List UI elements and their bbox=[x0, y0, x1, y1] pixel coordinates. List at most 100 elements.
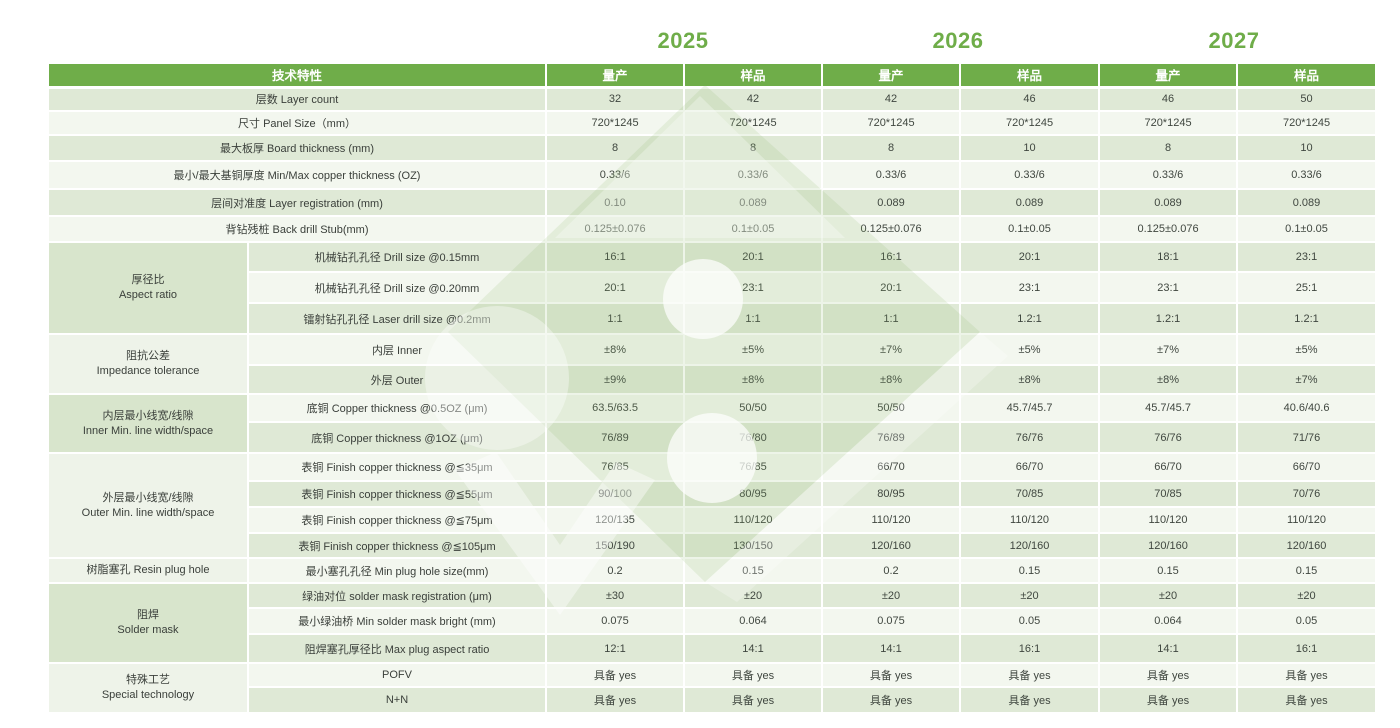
value-cell: 0.05 bbox=[959, 607, 1101, 635]
value-cell: 1.2:1 bbox=[1236, 302, 1378, 335]
value-cell: 0.075 bbox=[545, 607, 686, 635]
value-cell: 0.089 bbox=[683, 188, 824, 217]
table-row: 厚径比 Aspect ratio 机械钻孔孔径 Drill size @0.15mm… bbox=[47, 241, 1378, 335]
value-cell: 0.33/6 bbox=[683, 160, 824, 190]
row-label: 底铜 Copper thickness @1OZ (μm) bbox=[246, 421, 548, 454]
col-header-2026-sample: 样品 bbox=[959, 62, 1101, 89]
value-cell: 具备 yes bbox=[821, 662, 962, 688]
value-cell: 76/89 bbox=[545, 421, 686, 454]
value-cell: 0.15 bbox=[1236, 557, 1378, 584]
row-label: 尺寸 Panel Size（mm） bbox=[46, 110, 548, 136]
value-cell: ±8% bbox=[545, 333, 686, 366]
value-cell: 具备 yes bbox=[959, 662, 1101, 688]
value-cell: ±5% bbox=[683, 333, 824, 366]
value-cell: 0.10 bbox=[545, 188, 686, 217]
value-cell: 0.089 bbox=[959, 188, 1101, 217]
table-row: 机械钻孔孔径 Drill size @0.20mm 20:1 23:1 20:1 23:… bbox=[48, 271, 1378, 304]
value-cell: 0.1±0.05 bbox=[959, 215, 1101, 243]
value-cell: 76/89 bbox=[821, 421, 962, 454]
value-cell: 20:1 bbox=[683, 241, 824, 273]
value-cell: ±8% bbox=[821, 364, 962, 395]
col-header-2025-sample: 样品 bbox=[683, 62, 824, 89]
spec-table: 技术特性 量产 样品 量产 样品 量产 样品 层数 Layer count 32 4… bbox=[46, 62, 1378, 714]
value-cell: 150/190 bbox=[545, 532, 686, 559]
value-cell: 32 bbox=[545, 86, 686, 112]
value-cell: 1:1 bbox=[683, 302, 824, 335]
table-row: N+N 具备 yes 具备 yes 具备 yes 具备 yes 具备 yes 具备 yes bbox=[48, 686, 1378, 714]
value-cell: 1.2:1 bbox=[959, 302, 1101, 335]
row-label: 镭射钻孔孔径 Laser drill size @0.2mm bbox=[246, 302, 548, 335]
table-row: 外层 Outer ±9% ±8% ±8% ±8% ±8% ±7% bbox=[48, 364, 1378, 395]
value-cell: 16:1 bbox=[959, 633, 1101, 664]
table-row: 最小/最大基铜厚度 Min/Max copper thickness (OZ) 0… bbox=[46, 160, 1378, 190]
value-cell: ±7% bbox=[821, 333, 962, 366]
value-cell: ±20 bbox=[1098, 582, 1239, 609]
value-cell: 23:1 bbox=[1236, 241, 1378, 273]
value-cell: 0.15 bbox=[1098, 557, 1239, 584]
value-cell: 16:1 bbox=[821, 241, 962, 273]
table-row: 层数 Layer count 32 42 42 46 46 50 bbox=[46, 86, 1378, 112]
value-cell: 720*1245 bbox=[1098, 110, 1239, 136]
row-label: 表铜 Finish copper thickness @≦105μm bbox=[246, 532, 548, 559]
value-cell: 120/160 bbox=[1098, 532, 1239, 559]
value-cell: 50/50 bbox=[821, 393, 962, 423]
value-cell: 14:1 bbox=[821, 633, 962, 664]
value-cell: 具备 yes bbox=[683, 686, 824, 714]
group-label: 阻焊 Solder mask bbox=[47, 582, 249, 664]
spec-table-body: 层数 Layer count 32 42 42 46 46 50 尺寸 Panel Size（… bbox=[46, 86, 1378, 714]
value-cell: 76/76 bbox=[1098, 421, 1239, 454]
row-label: 层数 Layer count bbox=[46, 86, 548, 112]
table-row: 表铜 Finish copper thickness @≦105μm 150/19… bbox=[48, 532, 1378, 559]
value-cell: 70/76 bbox=[1236, 480, 1378, 508]
value-cell: 25:1 bbox=[1236, 271, 1378, 304]
value-cell: 0.089 bbox=[1098, 188, 1239, 217]
value-cell: 76/80 bbox=[683, 421, 824, 454]
value-cell: 720*1245 bbox=[821, 110, 962, 136]
value-cell: 0.1±0.05 bbox=[1236, 215, 1378, 243]
value-cell: 76/85 bbox=[683, 452, 824, 482]
row-label: 机械钻孔孔径 Drill size @0.15mm bbox=[246, 241, 548, 273]
value-cell: 23:1 bbox=[1098, 271, 1239, 304]
value-cell: 120/160 bbox=[821, 532, 962, 559]
table-row: 表铜 Finish copper thickness @≦55μm 90/100 8… bbox=[48, 480, 1378, 508]
value-cell: 76/76 bbox=[959, 421, 1101, 454]
value-cell: 具备 yes bbox=[1098, 686, 1239, 714]
value-cell: 20:1 bbox=[959, 241, 1101, 273]
value-cell: ±7% bbox=[1098, 333, 1239, 366]
row-label: 最小绿油桥 Min solder mask bright (mm) bbox=[246, 607, 548, 635]
year-header-2025: 2025 bbox=[657, 28, 709, 53]
value-cell: 16:1 bbox=[1236, 633, 1378, 664]
group-label: 外层最小线宽/线隙 Outer Min. line width/space bbox=[47, 452, 249, 559]
value-cell: 80/95 bbox=[683, 480, 824, 508]
value-cell: ±20 bbox=[821, 582, 962, 609]
value-cell: 110/120 bbox=[1098, 506, 1239, 534]
value-cell: 10 bbox=[959, 134, 1101, 162]
value-cell: 0.1±0.05 bbox=[683, 215, 824, 243]
group-label: 内层最小线宽/线隙 Inner Min. line width/space bbox=[47, 393, 249, 454]
row-label: 绿油对位 solder mask registration (μm) bbox=[246, 582, 548, 609]
value-cell: 0.125±0.076 bbox=[821, 215, 962, 243]
value-cell: ±5% bbox=[959, 333, 1101, 366]
value-cell: 110/120 bbox=[821, 506, 962, 534]
value-cell: 0.15 bbox=[959, 557, 1101, 584]
group-label: 阻抗公差 Impedance tolerance bbox=[47, 333, 249, 395]
value-cell: 0.15 bbox=[683, 557, 824, 584]
value-cell: 8 bbox=[1098, 134, 1239, 162]
value-cell: 0.075 bbox=[821, 607, 962, 635]
row-label: 表铜 Finish copper thickness @≦55μm bbox=[246, 480, 548, 508]
table-row: 阻焊 Solder mask 绿油对位 solder mask registrati… bbox=[47, 582, 1378, 664]
value-cell: 8 bbox=[683, 134, 824, 162]
value-cell: 720*1245 bbox=[545, 110, 686, 136]
value-cell: 0.125±0.076 bbox=[1098, 215, 1239, 243]
value-cell: 具备 yes bbox=[1236, 686, 1378, 714]
value-cell: 23:1 bbox=[959, 271, 1101, 304]
table-row: 阻抗公差 Impedance tolerance 内层 Inner ±8% ±5% ±7%… bbox=[47, 333, 1378, 395]
value-cell: 120/135 bbox=[545, 506, 686, 534]
value-cell: 720*1245 bbox=[959, 110, 1101, 136]
value-cell: 具备 yes bbox=[1098, 662, 1239, 688]
row-label: 最大板厚 Board thickness (mm) bbox=[46, 134, 548, 162]
value-cell: 63.5/63.5 bbox=[545, 393, 686, 423]
value-cell: ±9% bbox=[545, 364, 686, 395]
value-cell: 具备 yes bbox=[821, 686, 962, 714]
